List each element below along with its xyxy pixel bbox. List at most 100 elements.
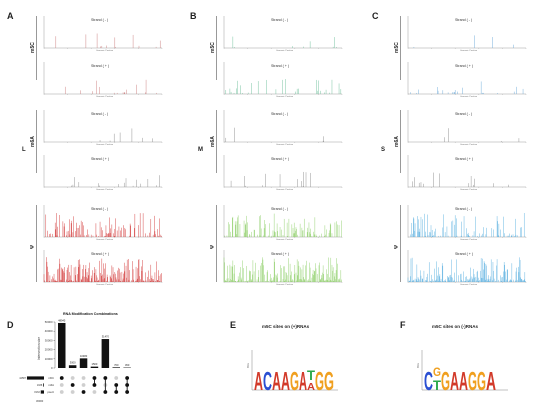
group-bracket <box>400 205 401 282</box>
track-svg <box>43 250 163 283</box>
logo-f: m5C sites on (-)RNAs Bits C G T G A A G … <box>408 318 548 398</box>
upset-intersection-bar <box>90 366 99 368</box>
upset-intersection-label: 1500 <box>92 362 98 366</box>
group-bracket <box>216 110 217 173</box>
logo-e-letter-7b: A <box>307 382 315 393</box>
track-svg <box>43 62 163 95</box>
track-b-m6A-plus: Strand ( + ) Genomic Position <box>223 155 343 193</box>
logo-e-letter-4: A <box>281 366 290 396</box>
logo-e-letter-9: G <box>324 366 334 396</box>
track-b-m6A-minus: Strand ( - ) Genomic Position <box>223 110 343 148</box>
upset-intersection-label: 450 <box>125 363 130 367</box>
strand-title: Strand ( + ) <box>91 252 110 256</box>
strand-title: Strand ( + ) <box>455 64 474 68</box>
upset-membership-dot <box>81 390 86 394</box>
upset-membership-dot <box>81 376 86 380</box>
panel-letter-b: B <box>190 11 197 21</box>
track-a-psi-plus: Strand ( + ) Genomic Position <box>43 250 163 288</box>
track-x-label: Genomic Position <box>276 189 294 191</box>
track-c-m6A-minus: Strand ( - ) Genomic Position <box>407 110 527 148</box>
track-a-m5C-plus: Strand ( + ) Genomic Position <box>43 62 163 100</box>
track-svg <box>407 16 527 49</box>
strand-title: Strand ( - ) <box>91 207 109 211</box>
track-x-label: Genomic Position <box>460 50 478 52</box>
logo-e-svg: A C A A G A T A G G <box>251 350 338 396</box>
track-b-m5C-plus: Strand ( + ) Genomic Position <box>223 62 343 100</box>
upset-y-tick-label: 50000 <box>45 320 53 324</box>
strand-title: Strand ( - ) <box>455 112 473 116</box>
panel-a-side-label: L <box>22 147 26 153</box>
upset-set-size-label: 42587 <box>19 377 26 380</box>
group-bracket <box>400 16 401 80</box>
panel-letter-e: E <box>230 320 237 330</box>
logo-e-letter-8: G <box>315 366 324 396</box>
upset-set-size-label: 1938 <box>37 384 43 387</box>
logo-f-svg: C G T G A A G G A <box>421 350 508 396</box>
upset-membership-dot <box>114 376 119 380</box>
track-svg <box>407 155 527 188</box>
strand-title: Strand ( + ) <box>271 252 290 256</box>
strand-title: Strand ( - ) <box>91 18 109 22</box>
track-x-label: Genomic Position <box>96 50 114 52</box>
track-svg <box>43 16 163 49</box>
upset-svg: 0 10000 20000 30000 40000 50000 Intersection s… <box>19 318 131 403</box>
track-svg <box>407 205 527 238</box>
track-svg <box>223 16 343 49</box>
panel-letter-f: F <box>400 320 406 330</box>
upset-intersection-label: 700 <box>114 363 119 367</box>
track-svg <box>43 155 163 188</box>
group-bracket <box>36 205 37 282</box>
group-bracket <box>400 110 401 173</box>
logo-f-letter-1: C <box>424 366 433 396</box>
upset-membership-dot <box>92 390 97 394</box>
upset-set-axis-label: 30000 <box>36 399 44 403</box>
panel-letter-a: A <box>7 11 14 21</box>
upset-intersection-bar <box>79 358 88 368</box>
group-bracket <box>36 16 37 80</box>
track-svg <box>43 110 163 143</box>
track-svg <box>223 110 343 143</box>
strand-title: Strand ( + ) <box>455 157 474 161</box>
upset-y-tick-label: 40000 <box>45 329 53 333</box>
track-c-psi-plus: Strand ( + ) Genomic Position <box>407 250 527 288</box>
logo-e-letter-2: C <box>263 366 272 396</box>
track-svg <box>223 155 343 188</box>
track-svg <box>407 62 527 95</box>
track-svg <box>223 250 343 283</box>
track-x-label: Genomic Position <box>460 239 478 241</box>
upset-set-name: pseU <box>47 390 54 394</box>
track-a-psi-minus: Strand ( - ) Genomic Position <box>43 205 163 243</box>
strand-title: Strand ( + ) <box>91 64 110 68</box>
logo-e-letter-1: A <box>254 366 263 396</box>
track-c-psi-minus: Strand ( - ) Genomic Position <box>407 205 527 243</box>
logo-f-letter-2b: T <box>433 377 441 393</box>
logo-f-letter-7: G <box>477 366 486 396</box>
panel-c-side-label: S <box>381 147 386 153</box>
upset-intersection-label: 10480 <box>80 354 88 358</box>
strand-title: Strand ( + ) <box>271 157 290 161</box>
track-x-label: Genomic Position <box>460 189 478 191</box>
logo-f-letter-8: A <box>486 366 496 396</box>
logo-e-letter-5: G <box>290 366 299 396</box>
track-x-label: Genomic Position <box>460 96 478 98</box>
upset-title: RNA Modification Combinations <box>63 312 118 316</box>
logo-f-letter-6: G <box>468 366 477 396</box>
track-x-label: Genomic Position <box>96 144 114 146</box>
upset-membership-dot <box>70 383 75 387</box>
upset-intersection-bar <box>101 339 110 368</box>
track-x-label: Genomic Position <box>96 189 114 191</box>
track-x-label: Genomic Position <box>460 144 478 146</box>
track-x-label: Genomic Position <box>96 96 114 98</box>
upset-membership-dot <box>59 383 64 387</box>
strand-title: Strand ( - ) <box>271 18 289 22</box>
track-c-m5C-minus: Strand ( - ) Genomic Position <box>407 16 527 54</box>
logo-e-title: m5C sites on (+)RNAs <box>262 324 310 329</box>
track-x-label: Genomic Position <box>276 144 294 146</box>
upset-intersection-label: 3000 <box>70 361 76 365</box>
track-svg <box>223 62 343 95</box>
track-c-m5C-plus: Strand ( + ) Genomic Position <box>407 62 527 100</box>
track-a-m6A-minus: Strand ( - ) Genomic Position <box>43 110 163 148</box>
upset-y-tick-label: 0 <box>51 366 53 370</box>
track-x-label: Genomic Position <box>276 50 294 52</box>
strand-title: Strand ( - ) <box>271 112 289 116</box>
